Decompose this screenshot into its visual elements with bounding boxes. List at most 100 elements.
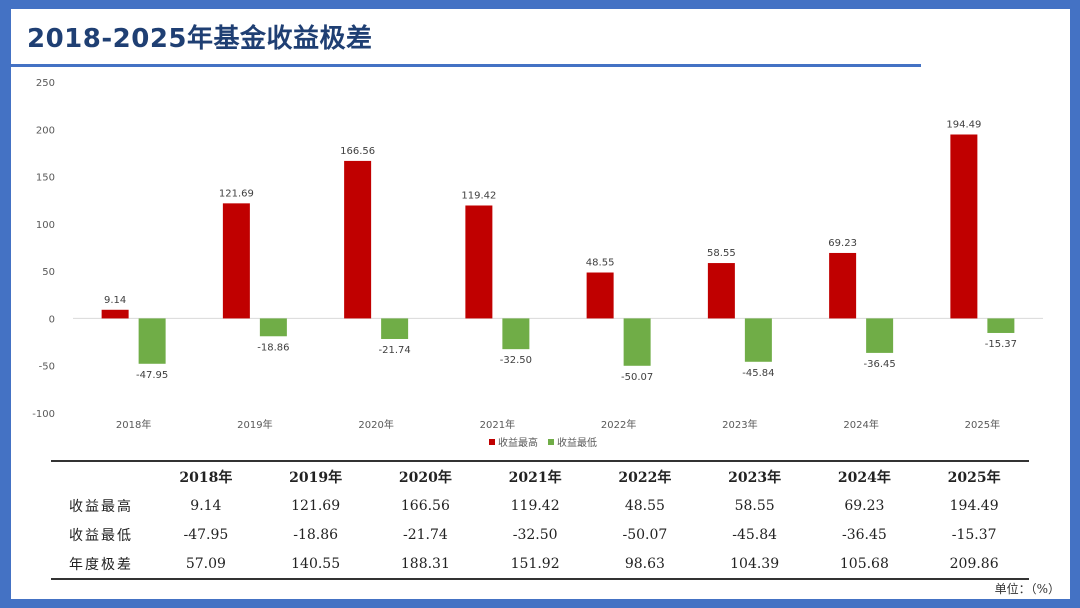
table-header-cell: 2019年 bbox=[289, 469, 343, 486]
data-label: -50.07 bbox=[621, 372, 653, 383]
table-cell: 188.31 bbox=[400, 555, 450, 572]
data-label: -15.37 bbox=[985, 339, 1017, 350]
table-header-cell: 2024年 bbox=[837, 469, 891, 486]
x-tick-label: 2018年 bbox=[116, 418, 151, 431]
bar-max bbox=[465, 205, 493, 319]
y-tick-label: 250 bbox=[36, 78, 55, 89]
x-tick-label: 2022年 bbox=[601, 418, 636, 431]
table-header-row: 2018年 2019年 2020年 2021年 2022年 2023年 2024… bbox=[51, 461, 1029, 491]
table-cell: 48.55 bbox=[624, 497, 665, 514]
bar-min bbox=[623, 318, 651, 366]
table-cell: 57.09 bbox=[185, 555, 226, 572]
table-cell: -45.84 bbox=[732, 526, 778, 543]
legend-label-min: 收益最低 bbox=[557, 438, 597, 449]
table-cell: -47.95 bbox=[183, 526, 229, 543]
table-header-cell: 2023年 bbox=[728, 469, 782, 486]
table-header-cell: 2021年 bbox=[508, 469, 562, 486]
x-tick-label: 2025年 bbox=[965, 418, 1000, 431]
data-label: 166.56 bbox=[340, 146, 375, 157]
table-cell: 140.55 bbox=[291, 555, 341, 572]
title-divider bbox=[11, 64, 921, 67]
y-tick-label: 0 bbox=[49, 314, 55, 325]
table-cell: 194.49 bbox=[949, 497, 999, 514]
table-row-label: 收益最低 bbox=[69, 527, 133, 544]
slide: 2018-2025年基金收益极差 250 200 150 100 50 0 -50 -100 9… bbox=[11, 9, 1070, 599]
data-label: 119.42 bbox=[461, 190, 496, 201]
table-row: 收益最低 -47.95 -18.86 -21.74 -32.50 -50.07 … bbox=[51, 520, 1029, 549]
data-label: -47.95 bbox=[136, 370, 168, 381]
data-label: -18.86 bbox=[257, 342, 289, 353]
table-cell: 119.42 bbox=[510, 497, 560, 514]
data-label: -36.45 bbox=[864, 359, 896, 370]
bar-max bbox=[101, 309, 129, 319]
y-tick-label: -100 bbox=[32, 409, 55, 420]
bar-max bbox=[586, 272, 614, 319]
table-header-cell bbox=[51, 461, 151, 491]
table-header-cell: 2020年 bbox=[398, 469, 452, 486]
table-row: 收益最高 9.14 121.69 166.56 119.42 48.55 58.… bbox=[51, 491, 1029, 520]
data-label: 9.14 bbox=[104, 295, 126, 306]
bar-min bbox=[259, 318, 287, 337]
table-header-cell: 2018年 bbox=[179, 469, 233, 486]
table-header-cell: 2022年 bbox=[618, 469, 672, 486]
y-tick-label: 200 bbox=[36, 125, 55, 136]
bar-chart: 250 200 150 100 50 0 -50 -100 9.14 -47.95 2018年 121… bbox=[32, 78, 1043, 431]
data-label: -45.84 bbox=[742, 368, 774, 379]
y-tick-label: 150 bbox=[36, 173, 55, 184]
bar-min bbox=[744, 318, 772, 362]
table-cell: 58.55 bbox=[734, 497, 775, 514]
bar-max bbox=[222, 203, 250, 319]
table-cell: 151.92 bbox=[510, 555, 560, 572]
table-cell: 209.86 bbox=[949, 555, 999, 572]
table-cell: 69.23 bbox=[844, 497, 885, 514]
x-tick-label: 2023年 bbox=[722, 418, 757, 431]
data-label: -21.74 bbox=[379, 345, 411, 356]
table-cell: 98.63 bbox=[624, 555, 665, 572]
y-tick-label: 50 bbox=[42, 267, 55, 278]
x-tick-label: 2021年 bbox=[480, 418, 515, 431]
bar-max bbox=[344, 160, 372, 319]
page-title: 2018-2025年基金收益极差 bbox=[27, 24, 373, 54]
data-label: 69.23 bbox=[828, 238, 857, 249]
legend-swatch-max bbox=[489, 438, 495, 445]
unit-note: 单位：（%） bbox=[994, 582, 1060, 596]
legend-item-max: 收益最高 bbox=[489, 434, 538, 449]
legend-swatch-min bbox=[548, 438, 554, 445]
table-cell: 9.14 bbox=[190, 497, 222, 514]
bar-min bbox=[987, 318, 1015, 333]
data-label: 121.69 bbox=[219, 188, 254, 199]
bar-min bbox=[866, 318, 894, 353]
chart-legend: 收益最高 收益最低 bbox=[489, 434, 597, 449]
table-cell: -21.74 bbox=[402, 526, 448, 543]
x-tick-label: 2024年 bbox=[843, 418, 878, 431]
x-tick-label: 2020年 bbox=[358, 418, 393, 431]
data-table: 2018年 2019年 2020年 2021年 2022年 2023年 2024… bbox=[51, 460, 1029, 580]
data-label: 194.49 bbox=[946, 119, 981, 130]
bar-max bbox=[707, 263, 735, 319]
table-row: 年度极差 57.09 140.55 188.31 151.92 98.63 10… bbox=[51, 549, 1029, 579]
table-cell: 105.68 bbox=[839, 555, 889, 572]
x-tick-label: 2019年 bbox=[237, 418, 272, 431]
table-cell: -18.86 bbox=[293, 526, 339, 543]
bar-min bbox=[381, 318, 409, 339]
table-row-label: 收益最高 bbox=[69, 498, 133, 515]
bar-min bbox=[138, 318, 166, 364]
y-tick-label: 100 bbox=[36, 220, 55, 231]
table-cell: -50.07 bbox=[622, 526, 668, 543]
bar-max bbox=[950, 134, 978, 319]
data-label: -32.50 bbox=[500, 355, 532, 366]
bar-min bbox=[502, 318, 530, 350]
y-tick-label: -50 bbox=[39, 362, 55, 373]
table-header-cell: 2025年 bbox=[947, 469, 1001, 486]
table-row-label: 年度极差 bbox=[69, 556, 133, 573]
legend-label-max: 收益最高 bbox=[498, 438, 538, 449]
table-cell: -15.37 bbox=[951, 526, 997, 543]
data-label: 58.55 bbox=[707, 248, 736, 259]
table-cell: 166.56 bbox=[400, 497, 450, 514]
bar-max bbox=[829, 252, 857, 319]
table-cell: 104.39 bbox=[730, 555, 780, 572]
legend-item-min: 收益最低 bbox=[548, 434, 597, 449]
data-label: 48.55 bbox=[586, 258, 615, 269]
table-cell: -36.45 bbox=[841, 526, 887, 543]
table-cell: 121.69 bbox=[291, 497, 341, 514]
